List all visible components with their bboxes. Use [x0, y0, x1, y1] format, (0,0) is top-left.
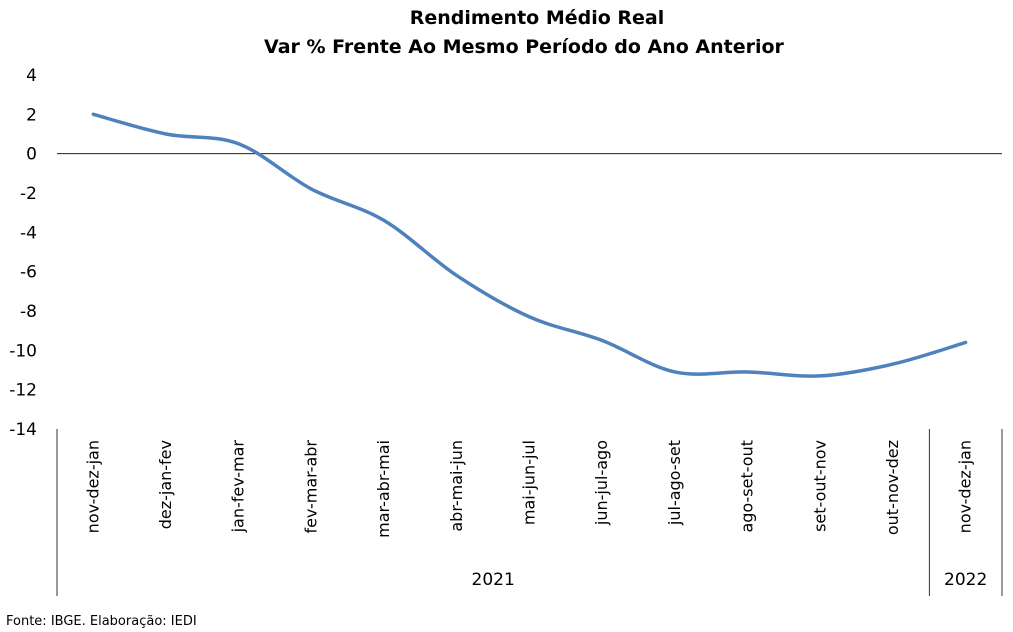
x-tick-label: abr-mai-jun — [447, 440, 466, 532]
data-point — [600, 339, 604, 342]
data-point — [819, 374, 822, 378]
chart-title: Rendimento Médio Real — [410, 7, 665, 29]
data-point — [310, 187, 313, 191]
x-tick-label: jan-fev-mar — [229, 440, 248, 534]
year-group-label: 2022 — [944, 570, 987, 590]
x-tick-label: mai-jun-jul — [520, 440, 539, 525]
x-tick-label: ago-set-out — [738, 440, 757, 533]
y-tick-label: 4 — [26, 66, 37, 86]
x-axis: nov-dez-jan dez-jan-fev jan-fev-mar fev-mar… — [56, 153, 1003, 596]
series-group — [91, 112, 968, 378]
data-point — [673, 370, 677, 374]
y-tick-label: -4 — [20, 223, 37, 243]
y-axis-ticks: 4 2 0 -2 -4 -6 -8 -10 -12 -14 — [9, 66, 37, 440]
y-tick-label: -12 — [9, 381, 37, 401]
y-tick-label: 2 — [26, 105, 37, 125]
data-point — [382, 219, 386, 222]
x-tick-label: out-nov-dez — [883, 440, 902, 535]
x-tick-label: set-out-nov — [810, 440, 829, 532]
data-point — [891, 362, 895, 366]
x-tick-label: fev-mar-abr — [301, 440, 320, 534]
y-tick-label: -6 — [20, 263, 37, 283]
data-point — [746, 370, 749, 374]
data-point — [964, 341, 967, 344]
x-tick-label: dez-jan-fev — [156, 440, 175, 529]
data-point — [237, 142, 240, 146]
y-tick-label: 0 — [26, 145, 37, 165]
data-point — [164, 132, 168, 136]
y-tick-label: -8 — [20, 302, 37, 322]
y-tick-label: -14 — [9, 420, 37, 440]
x-tick-label: nov-dez-jan — [956, 440, 975, 533]
x-tick-label: jul-ago-set — [665, 440, 684, 526]
year-group-label: 2021 — [472, 570, 515, 590]
y-tick-label: -2 — [20, 184, 37, 204]
data-point — [528, 315, 531, 319]
data-point — [455, 274, 459, 277]
y-tick-label: -10 — [9, 341, 37, 361]
x-tick-label: mar-abr-mai — [374, 440, 393, 538]
data-point — [92, 113, 95, 116]
chart-subtitle: Var % Frente Ao Mesmo Período do Ano Ant… — [264, 36, 785, 58]
x-tick-label: jun-jul-ago — [592, 440, 611, 526]
x-tick-label: nov-dez-jan — [83, 440, 102, 533]
source-note: Fonte: IBGE. Elaboração: IEDI — [6, 614, 197, 629]
